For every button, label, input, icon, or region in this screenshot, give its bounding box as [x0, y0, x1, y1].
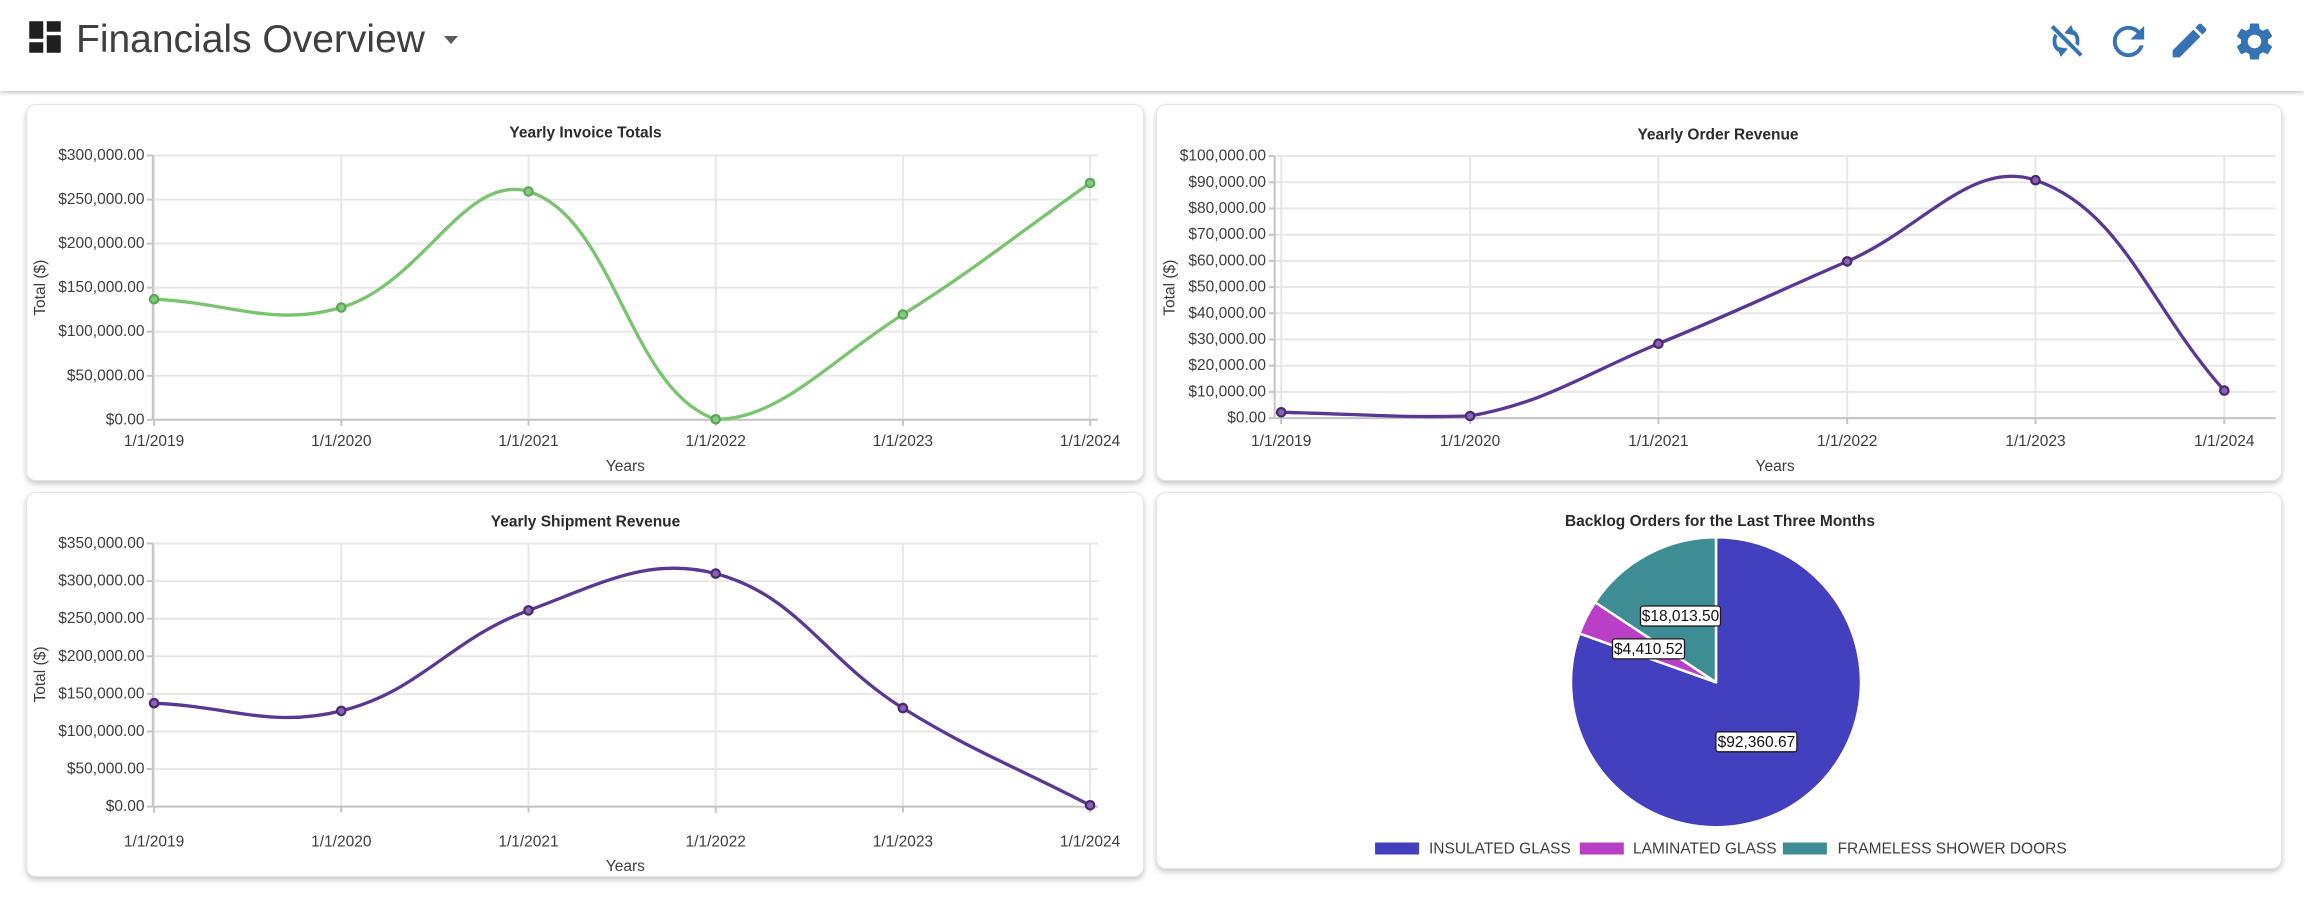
svg-text:$200,000.00: $200,000.00 [58, 648, 145, 665]
svg-text:$90,000.00: $90,000.00 [1188, 174, 1266, 191]
svg-text:$0.00: $0.00 [1227, 410, 1266, 427]
svg-text:Years: Years [606, 858, 645, 875]
svg-text:$4,410.52: $4,410.52 [1614, 641, 1683, 658]
svg-text:1/1/2024: 1/1/2024 [1060, 433, 1121, 450]
svg-text:FRAMELESS SHOWER DOORS: FRAMELESS SHOWER DOORS [1838, 841, 2067, 858]
svg-text:Years: Years [1756, 458, 1795, 475]
svg-text:$30,000.00: $30,000.00 [1188, 331, 1266, 348]
svg-text:1/1/2022: 1/1/2022 [686, 834, 746, 851]
svg-text:$100,000.00: $100,000.00 [1180, 148, 1267, 165]
svg-text:Yearly Invoice Totals: Yearly Invoice Totals [509, 125, 661, 142]
svg-text:1/1/2020: 1/1/2020 [311, 834, 372, 851]
svg-text:$100,000.00: $100,000.00 [58, 723, 145, 740]
svg-text:$200,000.00: $200,000.00 [58, 235, 145, 252]
svg-text:$50,000.00: $50,000.00 [67, 761, 145, 778]
svg-text:$92,360.67: $92,360.67 [1718, 734, 1796, 751]
svg-text:$50,000.00: $50,000.00 [1188, 279, 1266, 296]
svg-text:1/1/2021: 1/1/2021 [498, 433, 558, 450]
svg-text:$100,000.00: $100,000.00 [58, 323, 145, 340]
svg-text:1/1/2019: 1/1/2019 [124, 834, 184, 851]
svg-text:Yearly Order Revenue: Yearly Order Revenue [1637, 127, 1798, 144]
svg-text:1/1/2022: 1/1/2022 [686, 433, 746, 450]
svg-text:$70,000.00: $70,000.00 [1188, 226, 1266, 243]
svg-text:$18,013.50: $18,013.50 [1642, 608, 1720, 625]
svg-text:1/1/2022: 1/1/2022 [1817, 433, 1877, 450]
svg-text:Yearly Shipment Revenue: Yearly Shipment Revenue [491, 513, 681, 530]
svg-text:Total ($): Total ($) [32, 260, 49, 316]
svg-text:$250,000.00: $250,000.00 [58, 610, 145, 627]
svg-text:$60,000.00: $60,000.00 [1188, 252, 1266, 269]
svg-text:1/1/2024: 1/1/2024 [1060, 834, 1121, 851]
svg-text:$350,000.00: $350,000.00 [58, 535, 145, 552]
svg-text:$40,000.00: $40,000.00 [1188, 305, 1266, 322]
svg-text:1/1/2021: 1/1/2021 [498, 834, 558, 851]
svg-text:Total ($): Total ($) [1162, 260, 1179, 316]
svg-text:$80,000.00: $80,000.00 [1188, 200, 1266, 217]
svg-text:$50,000.00: $50,000.00 [67, 367, 145, 384]
svg-text:Years: Years [606, 458, 645, 475]
svg-text:Backlog Orders for the Last Th: Backlog Orders for the Last Three Months [1565, 513, 1875, 530]
svg-text:Total ($): Total ($) [32, 647, 49, 703]
svg-text:$150,000.00: $150,000.00 [58, 279, 145, 296]
svg-text:1/1/2023: 1/1/2023 [873, 834, 933, 851]
svg-text:1/1/2021: 1/1/2021 [1628, 433, 1688, 450]
svg-text:1/1/2020: 1/1/2020 [311, 433, 372, 450]
svg-text:$0.00: $0.00 [106, 411, 145, 428]
svg-text:1/1/2019: 1/1/2019 [124, 433, 184, 450]
svg-text:1/1/2019: 1/1/2019 [1251, 433, 1311, 450]
svg-text:INSULATED GLASS: INSULATED GLASS [1429, 841, 1571, 858]
svg-text:$20,000.00: $20,000.00 [1188, 357, 1266, 374]
svg-text:$300,000.00: $300,000.00 [58, 147, 145, 164]
svg-text:1/1/2023: 1/1/2023 [873, 433, 933, 450]
svg-text:$0.00: $0.00 [106, 798, 145, 815]
svg-text:$250,000.00: $250,000.00 [58, 191, 145, 208]
svg-text:$10,000.00: $10,000.00 [1188, 383, 1266, 400]
svg-text:1/1/2020: 1/1/2020 [1440, 433, 1501, 450]
svg-text:$150,000.00: $150,000.00 [58, 685, 145, 702]
svg-text:1/1/2023: 1/1/2023 [2005, 433, 2065, 450]
svg-text:LAMINATED GLASS: LAMINATED GLASS [1633, 841, 1777, 858]
svg-text:$300,000.00: $300,000.00 [58, 573, 145, 590]
svg-text:1/1/2024: 1/1/2024 [2194, 433, 2255, 450]
